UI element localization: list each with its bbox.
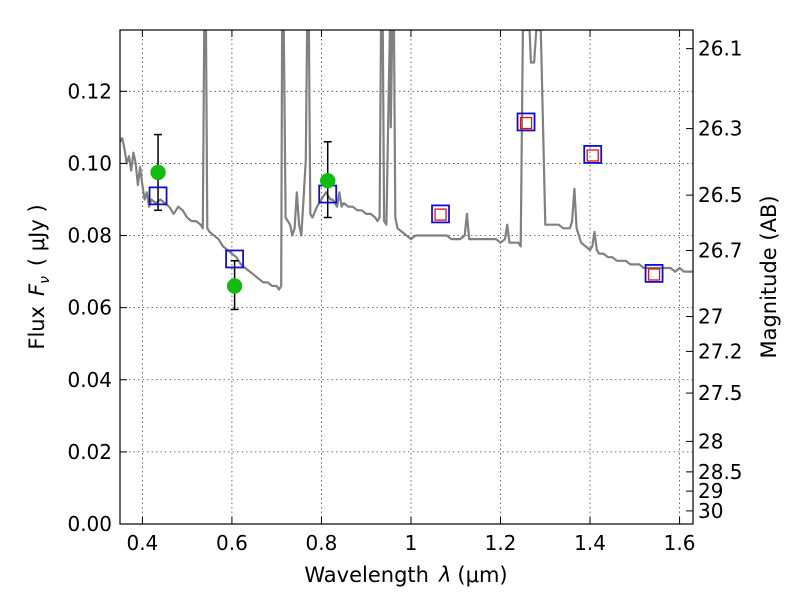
y2-tick-label: 26.1	[698, 37, 743, 61]
observed-flux-point	[319, 172, 336, 189]
y2-tick-label: 29	[698, 479, 723, 503]
model-flux-point	[516, 112, 536, 132]
observed-nir-point	[519, 116, 533, 130]
y-tick-label: 0.02	[67, 440, 112, 464]
model-spectrum-line	[120, 30, 693, 291]
markers	[148, 112, 664, 311]
y-tick-label: 0.10	[67, 151, 112, 175]
x-tick-label: 0.4	[126, 531, 158, 555]
y2-tick-label: 27	[698, 304, 723, 328]
x-tick-label: 0.6	[216, 531, 248, 555]
plot-frame	[119, 29, 694, 525]
y2-tick-label: 28	[698, 429, 723, 453]
y2-tick-label: 27.5	[698, 381, 743, 405]
model-flux-point	[583, 145, 603, 164]
x-axis-label: Wavelength λ (μm)	[304, 563, 507, 587]
y2-axis-label: Magnitude (AB)	[757, 195, 781, 358]
observed-nir-point	[647, 268, 661, 281]
model-flux-point	[644, 263, 664, 283]
y-tick-label: 0.00	[67, 512, 112, 536]
y2-tick-label: 28.5	[698, 460, 743, 484]
x-tick-label: 1.4	[574, 531, 606, 555]
x-tick-label: 0.8	[306, 531, 338, 555]
model-flux-point	[431, 204, 450, 224]
y2-tick-label: 30	[698, 499, 723, 523]
y2-tick-label: 26.3	[698, 117, 743, 141]
y-tick-label: 0.04	[67, 368, 112, 392]
model-flux-point	[148, 186, 168, 206]
observed-flux-point	[226, 278, 243, 294]
plot-background	[120, 30, 693, 524]
ticks	[120, 30, 693, 525]
observed-flux-point	[150, 164, 166, 181]
y-tick-label: 0.08	[67, 224, 112, 248]
x-tick-label: 1	[405, 531, 418, 555]
observed-nir-point	[434, 208, 447, 221]
x-tick-label: 1.6	[664, 531, 696, 555]
y2-tick-label: 26.5	[698, 183, 743, 207]
y-tick-label: 0.06	[67, 296, 112, 320]
model-flux-point	[225, 249, 245, 269]
y-tick-label: 0.12	[67, 79, 112, 103]
observed-nir-point	[586, 149, 599, 162]
x-tick-label: 1.2	[485, 531, 517, 555]
y2-tick-label: 27.2	[698, 339, 743, 363]
y-axis-label: FluxFν( μJy )	[25, 204, 53, 349]
y2-tick-label: 26.7	[698, 238, 743, 262]
